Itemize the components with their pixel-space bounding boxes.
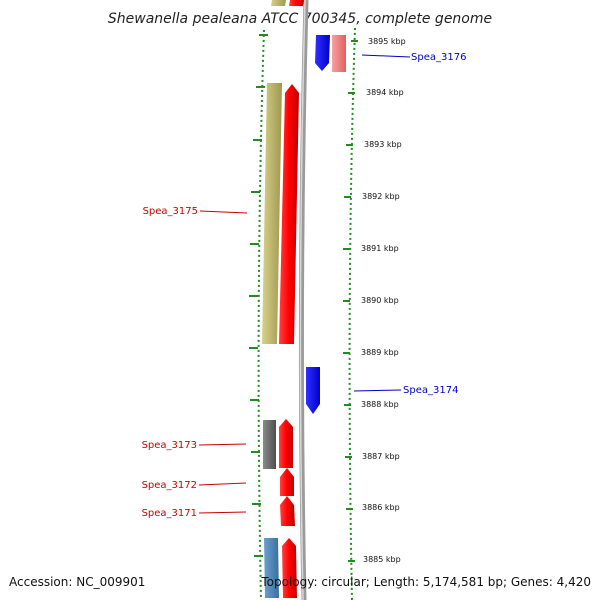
gene-label-spea3175[interactable]: Spea_3175: [143, 206, 198, 217]
scale-label: 3891 kbp: [361, 244, 399, 253]
left-frame-dotted-line: [257, 29, 265, 600]
gene-spea3176[interactable]: [315, 35, 330, 71]
gene-label-spea3172[interactable]: Spea_3172: [142, 480, 197, 491]
gene-reverse-light: [332, 35, 346, 72]
orf-gray-spea3173: [263, 420, 276, 469]
scale-label: 3890 kbp: [361, 296, 399, 305]
connector-spea3174: [353, 389, 402, 392]
connector-spea3172: [198, 482, 247, 486]
label-connectors: [198, 54, 411, 514]
scale-label: 3888 kbp: [361, 400, 399, 409]
accession-text: Accession: NC_009901: [9, 575, 145, 589]
connector-spea3173: [198, 443, 247, 446]
left-ticks: [249, 34, 268, 557]
orf-features: [262, 0, 286, 598]
scale-labels: 3895 kbp 3894 kbp 3893 kbp 3892 kbp 3891…: [361, 37, 406, 564]
genome-backbone-highlight: [299, 0, 306, 600]
forward-genes: [279, 0, 304, 598]
scale-label: 3892 kbp: [362, 192, 400, 201]
genome-summary-text: Topology: circular; Length: 5,174,581 bp…: [260, 575, 591, 589]
genome-backbone: [298, 0, 309, 600]
gene-spea3172[interactable]: [280, 468, 294, 496]
gene-label-spea3173[interactable]: Spea_3173: [142, 440, 197, 451]
scale-label: 3889 kbp: [361, 348, 399, 357]
scale-ticks: [343, 40, 358, 562]
connector-spea3176: [361, 54, 411, 58]
gene-spea3171[interactable]: [280, 496, 295, 526]
orf-steelblue-bottom: [264, 538, 279, 598]
connector-spea3171: [198, 511, 247, 514]
gene-forward-top: [289, 0, 304, 6]
orf-olive-spea3175: [262, 83, 282, 344]
gene-spea3173[interactable]: [279, 419, 293, 468]
gene-label-spea3174[interactable]: Spea_3174: [403, 385, 458, 396]
scale-label: 3893 kbp: [364, 140, 402, 149]
gene-spea3175[interactable]: [279, 84, 299, 344]
gene-label-spea3176[interactable]: Spea_3176: [411, 52, 466, 63]
scale-label: 3886 kbp: [362, 503, 400, 512]
right-scale-dotted-line: [348, 27, 356, 600]
scale-label: 3885 kbp: [363, 555, 401, 564]
map-title: Shewanella pealeana ATCC 700345, complet…: [108, 11, 492, 27]
connector-spea3175: [199, 210, 248, 214]
reverse-genes: [306, 35, 346, 414]
scale-label: 3895 kbp: [368, 37, 406, 46]
gene-labels: Spea_3176 Spea_3175 Spea_3174 Spea_3173 …: [142, 52, 467, 519]
scale-label: 3887 kbp: [362, 452, 400, 461]
gene-forward-bottom: [282, 538, 297, 598]
scale-label: 3894 kbp: [366, 88, 404, 97]
gene-spea3174[interactable]: [306, 367, 320, 414]
orf-olive-top: [271, 0, 286, 6]
gene-label-spea3171[interactable]: Spea_3171: [142, 508, 197, 519]
